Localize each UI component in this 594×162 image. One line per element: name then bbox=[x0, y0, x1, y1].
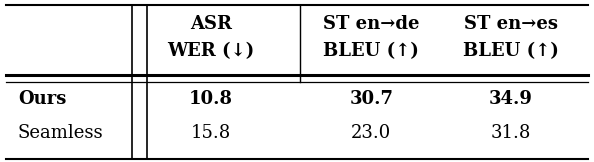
Text: ST en→de: ST en→de bbox=[323, 15, 419, 33]
Text: ST en→es: ST en→es bbox=[464, 15, 558, 33]
Text: BLEU (↑): BLEU (↑) bbox=[323, 42, 419, 60]
Text: 15.8: 15.8 bbox=[191, 124, 231, 142]
Text: Ours: Ours bbox=[18, 90, 66, 108]
Text: 34.9: 34.9 bbox=[489, 90, 533, 108]
Text: 23.0: 23.0 bbox=[351, 124, 391, 142]
Text: WER (↓): WER (↓) bbox=[168, 42, 254, 60]
Text: ASR: ASR bbox=[190, 15, 232, 33]
Text: 31.8: 31.8 bbox=[491, 124, 531, 142]
Text: Seamless: Seamless bbox=[18, 124, 103, 142]
Text: BLEU (↑): BLEU (↑) bbox=[463, 42, 559, 60]
Text: 10.8: 10.8 bbox=[189, 90, 233, 108]
Text: 30.7: 30.7 bbox=[349, 90, 393, 108]
